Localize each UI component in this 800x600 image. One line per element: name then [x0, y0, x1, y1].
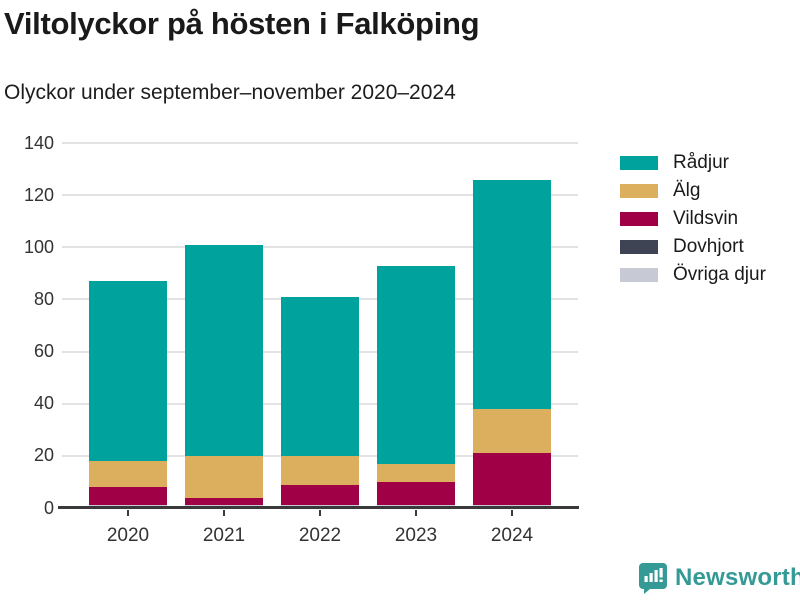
bar-slot-2021: 2021 — [176, 143, 272, 546]
legend-swatch — [620, 268, 658, 282]
x-tick-label-2022: 2022 — [298, 525, 342, 546]
legend-swatch — [620, 240, 658, 254]
bar-segment-2024-vildsvin — [473, 453, 551, 506]
y-tick-label-80: 80 — [33, 288, 54, 309]
bar-slot-2023: 2023 — [368, 143, 464, 546]
legend-label: Övriga djur — [673, 264, 766, 285]
legend-label: Dovhjort — [673, 236, 744, 257]
gridline-100 — [62, 246, 578, 249]
bar-slot-2024: 2024 — [464, 143, 560, 546]
chart-subtitle: Olyckor under september–november 2020–20… — [4, 81, 456, 104]
bar-segment-2023-rådjur — [377, 265, 455, 464]
x-axis-tick-2024 — [511, 510, 513, 516]
y-tick-label-0: 0 — [43, 497, 54, 518]
x-axis-tick-2021 — [223, 510, 225, 516]
legend-label: Rådjur — [673, 152, 729, 173]
x-tick-label-2020: 2020 — [106, 525, 150, 546]
bar-segment-2023-vildsvin — [377, 481, 455, 506]
bar-2024 — [473, 179, 551, 508]
bar-2020 — [89, 281, 167, 508]
bar-2022 — [281, 296, 359, 508]
legend-swatch — [620, 212, 658, 226]
bar-2023 — [377, 265, 455, 508]
gridline-140 — [62, 142, 578, 144]
legend-label: Vildsvin — [673, 208, 739, 229]
bar-segment-2022-älg — [281, 455, 359, 485]
bar-segment-2021-rådjur — [185, 244, 263, 456]
bar-segment-2021-vildsvin — [185, 497, 263, 506]
plot-area: 2020 2021 2022 2023 2024 — [62, 142, 578, 546]
brand-footer: Newsworthy — [638, 562, 800, 594]
bar-segment-2022-rådjur — [281, 296, 359, 456]
x-tick-label-2024: 2024 — [490, 525, 534, 546]
x-axis-tick-2022 — [319, 510, 321, 516]
y-tick-label-120: 120 — [23, 184, 54, 205]
brand-name: Newsworthy — [675, 564, 800, 591]
bar-slot-2020: 2020 — [80, 143, 176, 546]
legend-swatch — [620, 156, 658, 170]
bar-segment-2020-rådjur — [89, 281, 167, 462]
y-axis-labels: 0 20 40 60 80 100 120 140 — [0, 133, 54, 518]
legend-item-rådjur: Rådjur — [620, 149, 766, 177]
bar-segment-2021-älg — [185, 455, 263, 498]
legend-swatch — [620, 184, 658, 198]
legend-item-dovhjort: Dovhjort — [620, 233, 766, 261]
x-tick-label-2023: 2023 — [394, 525, 438, 546]
legend-item-vildsvin: Vildsvin — [620, 205, 766, 233]
x-tick-label-2021: 2021 — [202, 525, 246, 546]
y-tick-label-140: 140 — [23, 132, 54, 153]
newsworthy-logo-icon — [639, 563, 667, 594]
x-axis-line — [58, 506, 579, 509]
bar-slot-2022: 2022 — [272, 143, 368, 546]
bar-2021 — [185, 244, 263, 508]
bar-segment-2024-rådjur — [473, 179, 551, 409]
bar-segment-2020-älg — [89, 461, 167, 488]
chart-title: Viltolyckor på hösten i Falköping — [4, 6, 480, 41]
x-axis-tick-2023 — [415, 510, 417, 516]
gridline-120 — [62, 194, 578, 197]
bar-segment-2024-älg — [473, 408, 551, 454]
legend: Rådjur Älg Vildsvin Dovhjort Övriga djur — [620, 149, 766, 289]
bars-container: 2020 2021 2022 2023 2024 — [62, 143, 578, 546]
y-tick-label-100: 100 — [23, 236, 54, 257]
x-axis-tick-2020 — [127, 510, 129, 516]
y-tick-label-40: 40 — [33, 393, 54, 414]
legend-label: Älg — [673, 180, 701, 201]
bar-segment-2020-vildsvin — [89, 487, 167, 506]
legend-item-älg: Älg — [620, 177, 766, 205]
y-tick-label-20: 20 — [33, 445, 54, 466]
y-tick-label-60: 60 — [33, 341, 54, 362]
bar-segment-2022-vildsvin — [281, 484, 359, 506]
legend-item-övriga-djur: Övriga djur — [620, 261, 766, 289]
bar-segment-2023-älg — [377, 463, 455, 482]
